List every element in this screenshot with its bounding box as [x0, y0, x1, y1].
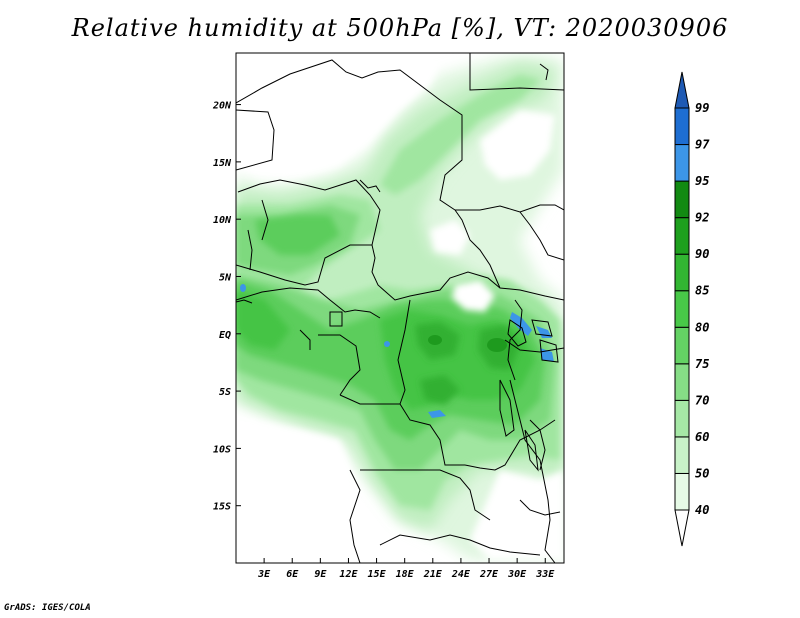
x-tick-label: 33E	[535, 569, 555, 580]
humidity-field	[236, 53, 564, 563]
legend-swatch	[674, 399, 690, 438]
x-tick-label: 12E	[339, 569, 358, 580]
color-legend: 40 50 60 70 75 80 85 90 92 95 97 99	[674, 71, 710, 547]
y-tick-label: 20N	[212, 101, 232, 112]
dry-patches	[236, 60, 564, 560]
chart-title: Relative humidity at 500hPa [%], VT: 202…	[71, 14, 729, 42]
grads-credit: GrADS: IGES/COLA	[4, 603, 91, 613]
legend-label: 60	[695, 430, 709, 444]
y-tick-label: 10S	[213, 444, 231, 455]
legend-label: 50	[695, 466, 709, 480]
legend-label: 85	[695, 284, 709, 298]
legend-swatch	[674, 290, 690, 328]
legend-label: 99	[695, 101, 709, 115]
legend-swatch	[674, 107, 690, 146]
legend-swatch	[674, 363, 690, 401]
map-frame	[235, 52, 565, 564]
x-tick-label: 21E	[423, 569, 443, 580]
x-tick-label: 18E	[396, 569, 415, 580]
legend-swatch	[674, 144, 690, 182]
legend-swatch	[674, 472, 690, 511]
x-axis: 3E 6E 9E 12E 15E 18E 21E 24E 27E 30E 33E	[257, 558, 555, 580]
x-tick-label: 30E	[507, 569, 527, 580]
x-tick-label: 3E	[257, 569, 271, 580]
legend-swatch	[674, 180, 690, 219]
legend-label: 95	[695, 174, 709, 188]
y-tick-label: 5S	[219, 387, 231, 398]
legend-label: 90	[695, 247, 709, 261]
legend-label: 97	[695, 138, 710, 152]
y-axis: 20N 15N 10N 5N EQ 5S 10S 15S	[212, 101, 241, 513]
legend-label: 70	[695, 393, 709, 407]
country-borders	[236, 53, 564, 563]
humidity-level-90-plus	[428, 335, 507, 352]
legend-swatch	[674, 326, 690, 365]
legend-below-arrow	[674, 509, 690, 547]
y-tick-label: 5N	[219, 272, 232, 283]
x-tick-label: 9E	[314, 569, 327, 580]
legend-swatch	[674, 217, 690, 255]
legend-swatch	[674, 436, 690, 474]
y-tick-label: 10N	[213, 215, 232, 226]
x-tick-label: 6E	[286, 569, 299, 580]
y-tick-label: 15N	[213, 158, 232, 169]
x-tick-label: 24E	[451, 569, 471, 580]
lakes	[499, 319, 559, 472]
legend-label: 80	[695, 320, 709, 334]
legend-label: 75	[695, 357, 709, 371]
legend-label: 40	[695, 503, 709, 517]
legend-label: 92	[695, 211, 709, 225]
y-tick-label: 15S	[213, 502, 231, 513]
x-tick-label: 15E	[368, 569, 387, 580]
legend-swatch	[674, 253, 690, 292]
legend-above-arrow	[674, 71, 690, 109]
x-tick-label: 27E	[479, 569, 499, 580]
y-tick-label: EQ	[219, 330, 231, 341]
